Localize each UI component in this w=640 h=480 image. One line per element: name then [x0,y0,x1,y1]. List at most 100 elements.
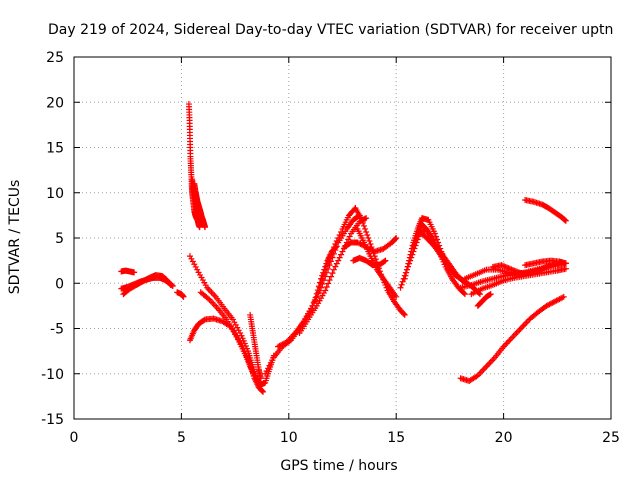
data-point [359,219,366,226]
data-point [413,239,420,246]
data-point [434,236,441,243]
data-point [405,263,412,270]
data-point [367,241,374,248]
series-pass-d4 [350,254,389,269]
data-point [336,254,343,261]
y-tick-label: 10 [46,186,64,202]
axis-ticks: 0 5 10 15 20 25 -15 -10 -5 0 5 10 15 20 25 [41,50,620,446]
data-point [360,222,367,229]
data-point [196,224,203,231]
data-point [402,269,409,276]
data-point [411,245,418,252]
series-pass-f5 [489,262,529,278]
y-tick-label: 25 [46,50,64,66]
data-point [320,269,327,276]
data-point [191,261,198,268]
data-point [322,273,329,280]
data-point [406,260,413,267]
y-tick-label: -15 [41,412,64,428]
series-pass-d3 [341,235,400,255]
data-point [403,266,410,273]
series-pass-f6 [522,257,569,269]
data-point [414,236,421,243]
data-point [393,293,400,300]
x-tick-label: 5 [177,430,186,446]
series-pass-a2 [118,267,138,276]
data-point [180,293,187,300]
data-point [322,287,329,294]
data-point [335,257,342,264]
data-point [330,266,337,273]
data-point [332,244,339,251]
data-point [358,216,365,223]
data-point [189,258,196,265]
data-point [186,253,193,260]
data-point [393,235,400,241]
data-point [365,235,372,241]
data-point [408,254,415,261]
data-point [315,283,322,290]
data-point [257,375,264,382]
data-point [323,260,330,267]
data-point [366,238,373,245]
data-point [167,282,174,289]
y-axis-label: SDTVAR / TECUs [7,180,23,295]
x-tick-label: 0 [70,430,79,446]
data-point [461,291,468,298]
data-point [325,280,332,287]
data-point [407,257,414,264]
data-point [318,275,325,282]
data-points [118,101,569,395]
data-point [333,260,340,267]
data-point [399,278,406,285]
data-point [522,271,529,278]
y-tick-label: -5 [50,322,64,338]
x-tick-label: 20 [495,430,513,446]
data-point [338,251,345,258]
data-point [381,258,388,265]
data-point [392,235,399,242]
series-pass-h1 [457,293,567,384]
data-point [323,284,330,291]
series-pass-g1 [522,196,569,224]
data-point [345,236,352,243]
series-pass-f4 [474,291,494,309]
data-point [251,372,258,379]
data-point [401,311,408,318]
data-point [431,230,438,237]
data-point [332,263,339,270]
series-spike-3 [191,180,209,231]
data-point [363,215,370,222]
data-point [336,231,343,238]
data-point [192,263,199,270]
data-point [409,251,416,258]
data-point [397,284,404,291]
y-tick-label: -10 [41,367,64,383]
data-point [339,248,346,255]
x-tick-label: 15 [387,430,405,446]
plot-frame [73,56,612,420]
data-point [329,270,336,277]
data-point [194,266,201,273]
data-point [311,298,318,305]
y-tick-label: 20 [46,95,64,111]
data-point [362,215,369,222]
data-point [314,287,321,294]
data-point [364,231,371,238]
data-point [460,290,467,297]
data-point [415,233,422,240]
series-pass-a4 [174,289,187,300]
chart-title: Day 219 of 2024, Sidereal Day-to-day VTE… [48,22,613,38]
data-point [259,388,266,395]
data-point [313,290,320,297]
data-point [202,224,209,231]
data-point [562,217,569,224]
series-pass-a3 [120,272,174,298]
data-point [562,217,569,224]
data-point [382,257,389,264]
series-pass-c4 [311,244,340,305]
data-point [321,266,328,273]
data-point [410,248,417,255]
data-point [372,256,379,263]
